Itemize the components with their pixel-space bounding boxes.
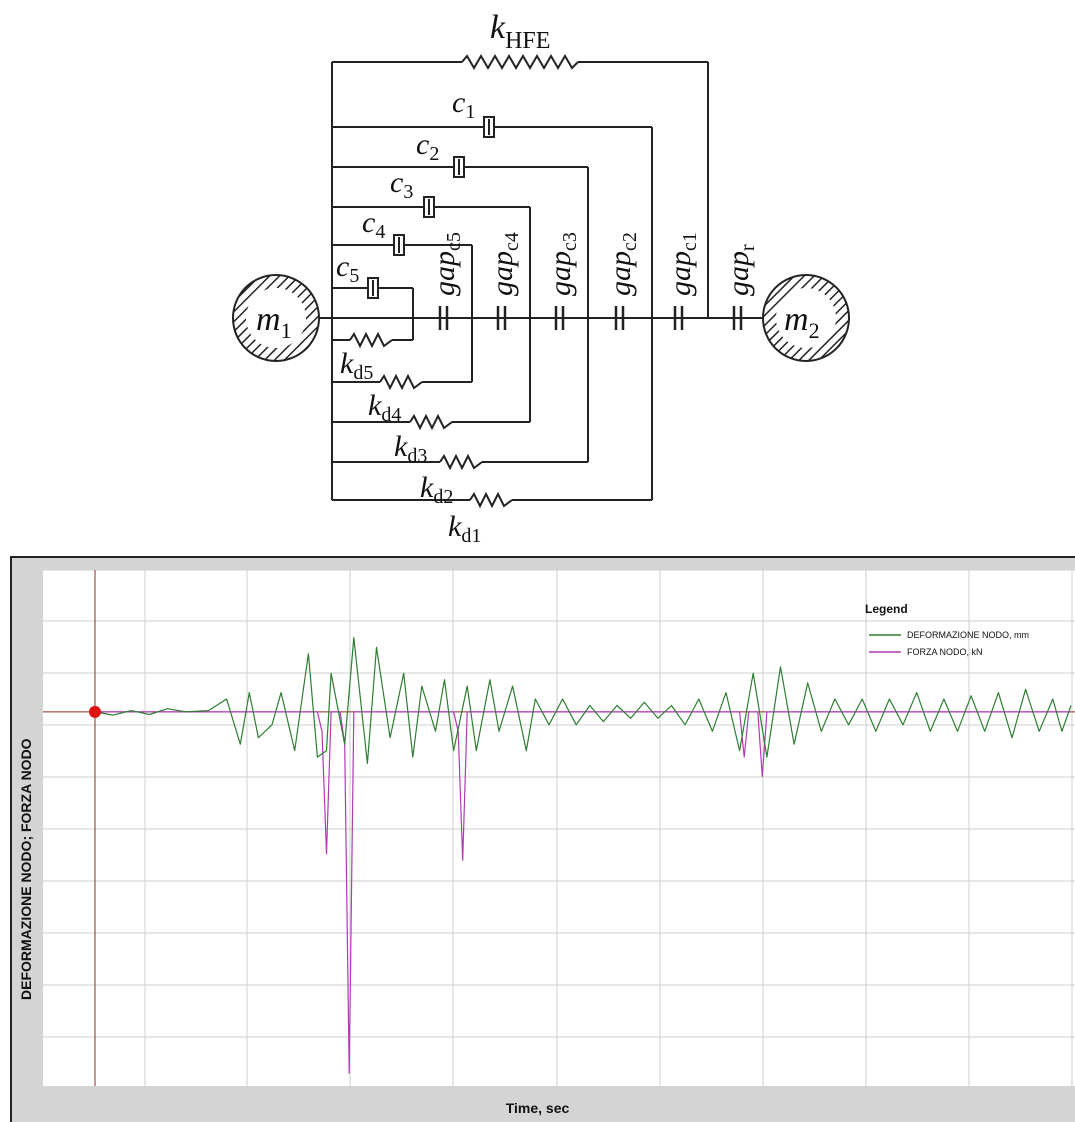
gap-label-c1: gapc1	[664, 232, 701, 296]
legend: Legend DEFORMAZIONE NODO, mm FORZA NODO,…	[865, 602, 1029, 657]
spring-kd3	[409, 413, 453, 431]
spring-damper-gap-model-diagram: m1 m2 kHFE kd1 kd2 kd3 kd4 kd5 c1 c2 c3 …	[232, 9, 850, 547]
damper-label-c2: c2	[416, 128, 439, 165]
damper-c3	[423, 196, 435, 218]
gap-label-c3: gapc3	[544, 232, 581, 296]
spring-kd4	[379, 373, 423, 391]
gap-label-r: gapr	[722, 244, 759, 296]
mass-m1	[232, 274, 320, 362]
gap-c5-symbol	[438, 306, 449, 330]
spring-label-kd3: kd3	[394, 430, 427, 467]
spring-label-kd4: kd4	[368, 389, 401, 426]
spring-k-hfe	[461, 54, 579, 70]
damper-label-c4: c4	[362, 206, 385, 243]
damper-label-c1: c1	[452, 86, 475, 123]
legend-entry-force: FORZA NODO, kN	[907, 647, 983, 657]
mass-m2	[762, 274, 850, 362]
gap-c1-symbol	[673, 306, 684, 330]
spring-label-kd2: kd2	[420, 471, 453, 508]
spring-kd2	[439, 453, 483, 471]
series-layer	[43, 570, 1075, 1086]
series-force-line	[95, 711, 1071, 1074]
gap-label-c5: gapc5	[428, 232, 465, 296]
legend-title: Legend	[865, 602, 908, 616]
mass-label-m2: m2	[784, 301, 820, 343]
x-axis-label: Time, sec	[505, 1100, 570, 1116]
gap-label-c2: gapc2	[604, 232, 641, 296]
damper-label-c5: c5	[336, 250, 359, 287]
damper-c1	[483, 116, 495, 138]
legend-entry-deformation: DEFORMAZIONE NODO, mm	[907, 630, 1029, 640]
gap-label-c4: gapc4	[486, 232, 523, 296]
gap-c4-symbol	[496, 306, 507, 330]
damper-label-c3: c3	[390, 166, 413, 203]
damper-c5	[367, 277, 379, 299]
grid-lines	[43, 570, 1075, 1086]
spring-kd1	[469, 491, 513, 509]
damper-c4	[393, 234, 405, 256]
spring-label-kd1: kd1	[448, 510, 481, 547]
series-deformation-line	[94, 637, 1072, 765]
spring-label-kd5: kd5	[340, 347, 373, 384]
mass-label-m1: m1	[256, 301, 292, 343]
gap-c2-symbol	[614, 306, 625, 330]
time-history-plot: Legend DEFORMAZIONE NODO, mm FORZA NODO,…	[43, 570, 1075, 1086]
spring-kd5	[349, 331, 393, 349]
gap-r-symbol	[732, 306, 743, 330]
spring-label-k-hfe: kHFE	[490, 9, 550, 54]
damper-c2	[453, 156, 465, 178]
y-axis-label: DEFORMAZIONE NODO; FORZA NODO	[18, 738, 34, 1000]
gap-c3-symbol	[554, 306, 565, 330]
origin-marker[interactable]	[89, 705, 101, 718]
